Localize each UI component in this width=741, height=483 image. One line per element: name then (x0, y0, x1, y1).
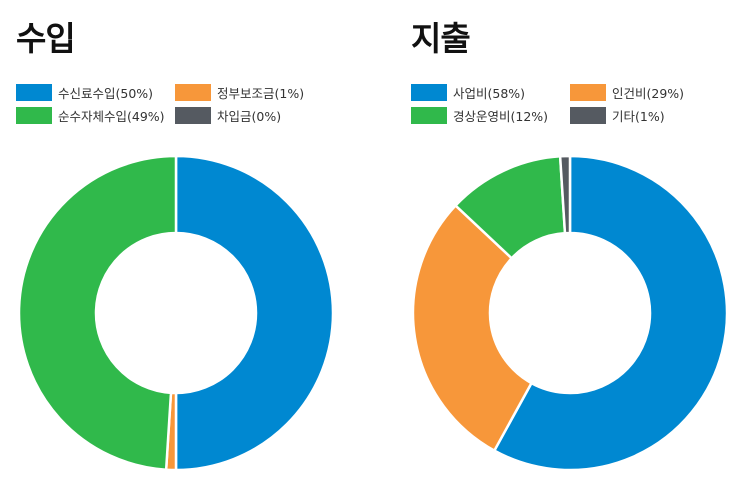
expense-legend-item-1: 인건비(29%) (570, 83, 684, 101)
income-chart-title: 수입 (16, 19, 76, 58)
expense-legend-item-2: 경상운영비(12%) (411, 106, 548, 124)
income-legend: 수신료수입(50%) 정부보조금(1%) 순수자체수입(49%) 차입금(0%) (16, 83, 356, 127)
income-chart-panel: 수입 수신료수입(50%) 정부보조금(1%) 순수자체수입(49%) 차입금(… (0, 0, 370, 483)
income-donut-chart (17, 154, 335, 472)
expense-legend-swatch-1 (570, 83, 606, 101)
income-legend-label-3: 차입금(0%) (217, 108, 282, 124)
expense-legend-label-2: 경상운영비(12%) (453, 108, 549, 124)
expense-legend-item-0: 사업비(58%) (411, 83, 525, 101)
income-legend-swatch-2 (16, 106, 52, 124)
income-legend-swatch-0 (16, 83, 52, 101)
expense-slice-0 (492, 154, 729, 472)
income-legend-label-2: 순수자체수입(49%) (58, 108, 165, 124)
income-legend-item-3: 차입금(0%) (175, 106, 281, 124)
expense-legend-label-0: 사업비(58%) (453, 85, 526, 101)
expense-legend-label-1: 인건비(29%) (612, 85, 685, 101)
income-legend-swatch-3 (175, 106, 211, 124)
income-slice-0 (174, 154, 335, 472)
expense-donut-chart (411, 154, 729, 472)
expense-chart-panel: 지출 사업비(58%) 인건비(29%) 경상운영비(12%) 기타(1%) (395, 0, 741, 483)
income-legend-item-1: 정부보조금(1%) (175, 83, 304, 101)
expense-legend-swatch-0 (411, 83, 447, 101)
income-slice-2 (17, 154, 178, 472)
expense-legend-swatch-2 (411, 106, 447, 124)
expense-legend-swatch-3 (570, 106, 606, 124)
expense-legend: 사업비(58%) 인건비(29%) 경상운영비(12%) 기타(1%) (411, 83, 741, 127)
income-legend-swatch-1 (175, 83, 211, 101)
expense-chart-title: 지출 (411, 19, 471, 58)
expense-legend-item-3: 기타(1%) (570, 106, 665, 124)
expense-slice-3 (558, 154, 572, 235)
income-legend-item-0: 수신료수입(50%) (16, 83, 153, 101)
expense-legend-label-3: 기타(1%) (612, 108, 665, 124)
expense-slice-1 (411, 203, 534, 453)
income-legend-label-0: 수신료수입(50%) (58, 85, 154, 101)
income-legend-label-1: 정부보조금(1%) (217, 85, 305, 101)
income-legend-item-2: 순수자체수입(49%) (16, 106, 165, 124)
